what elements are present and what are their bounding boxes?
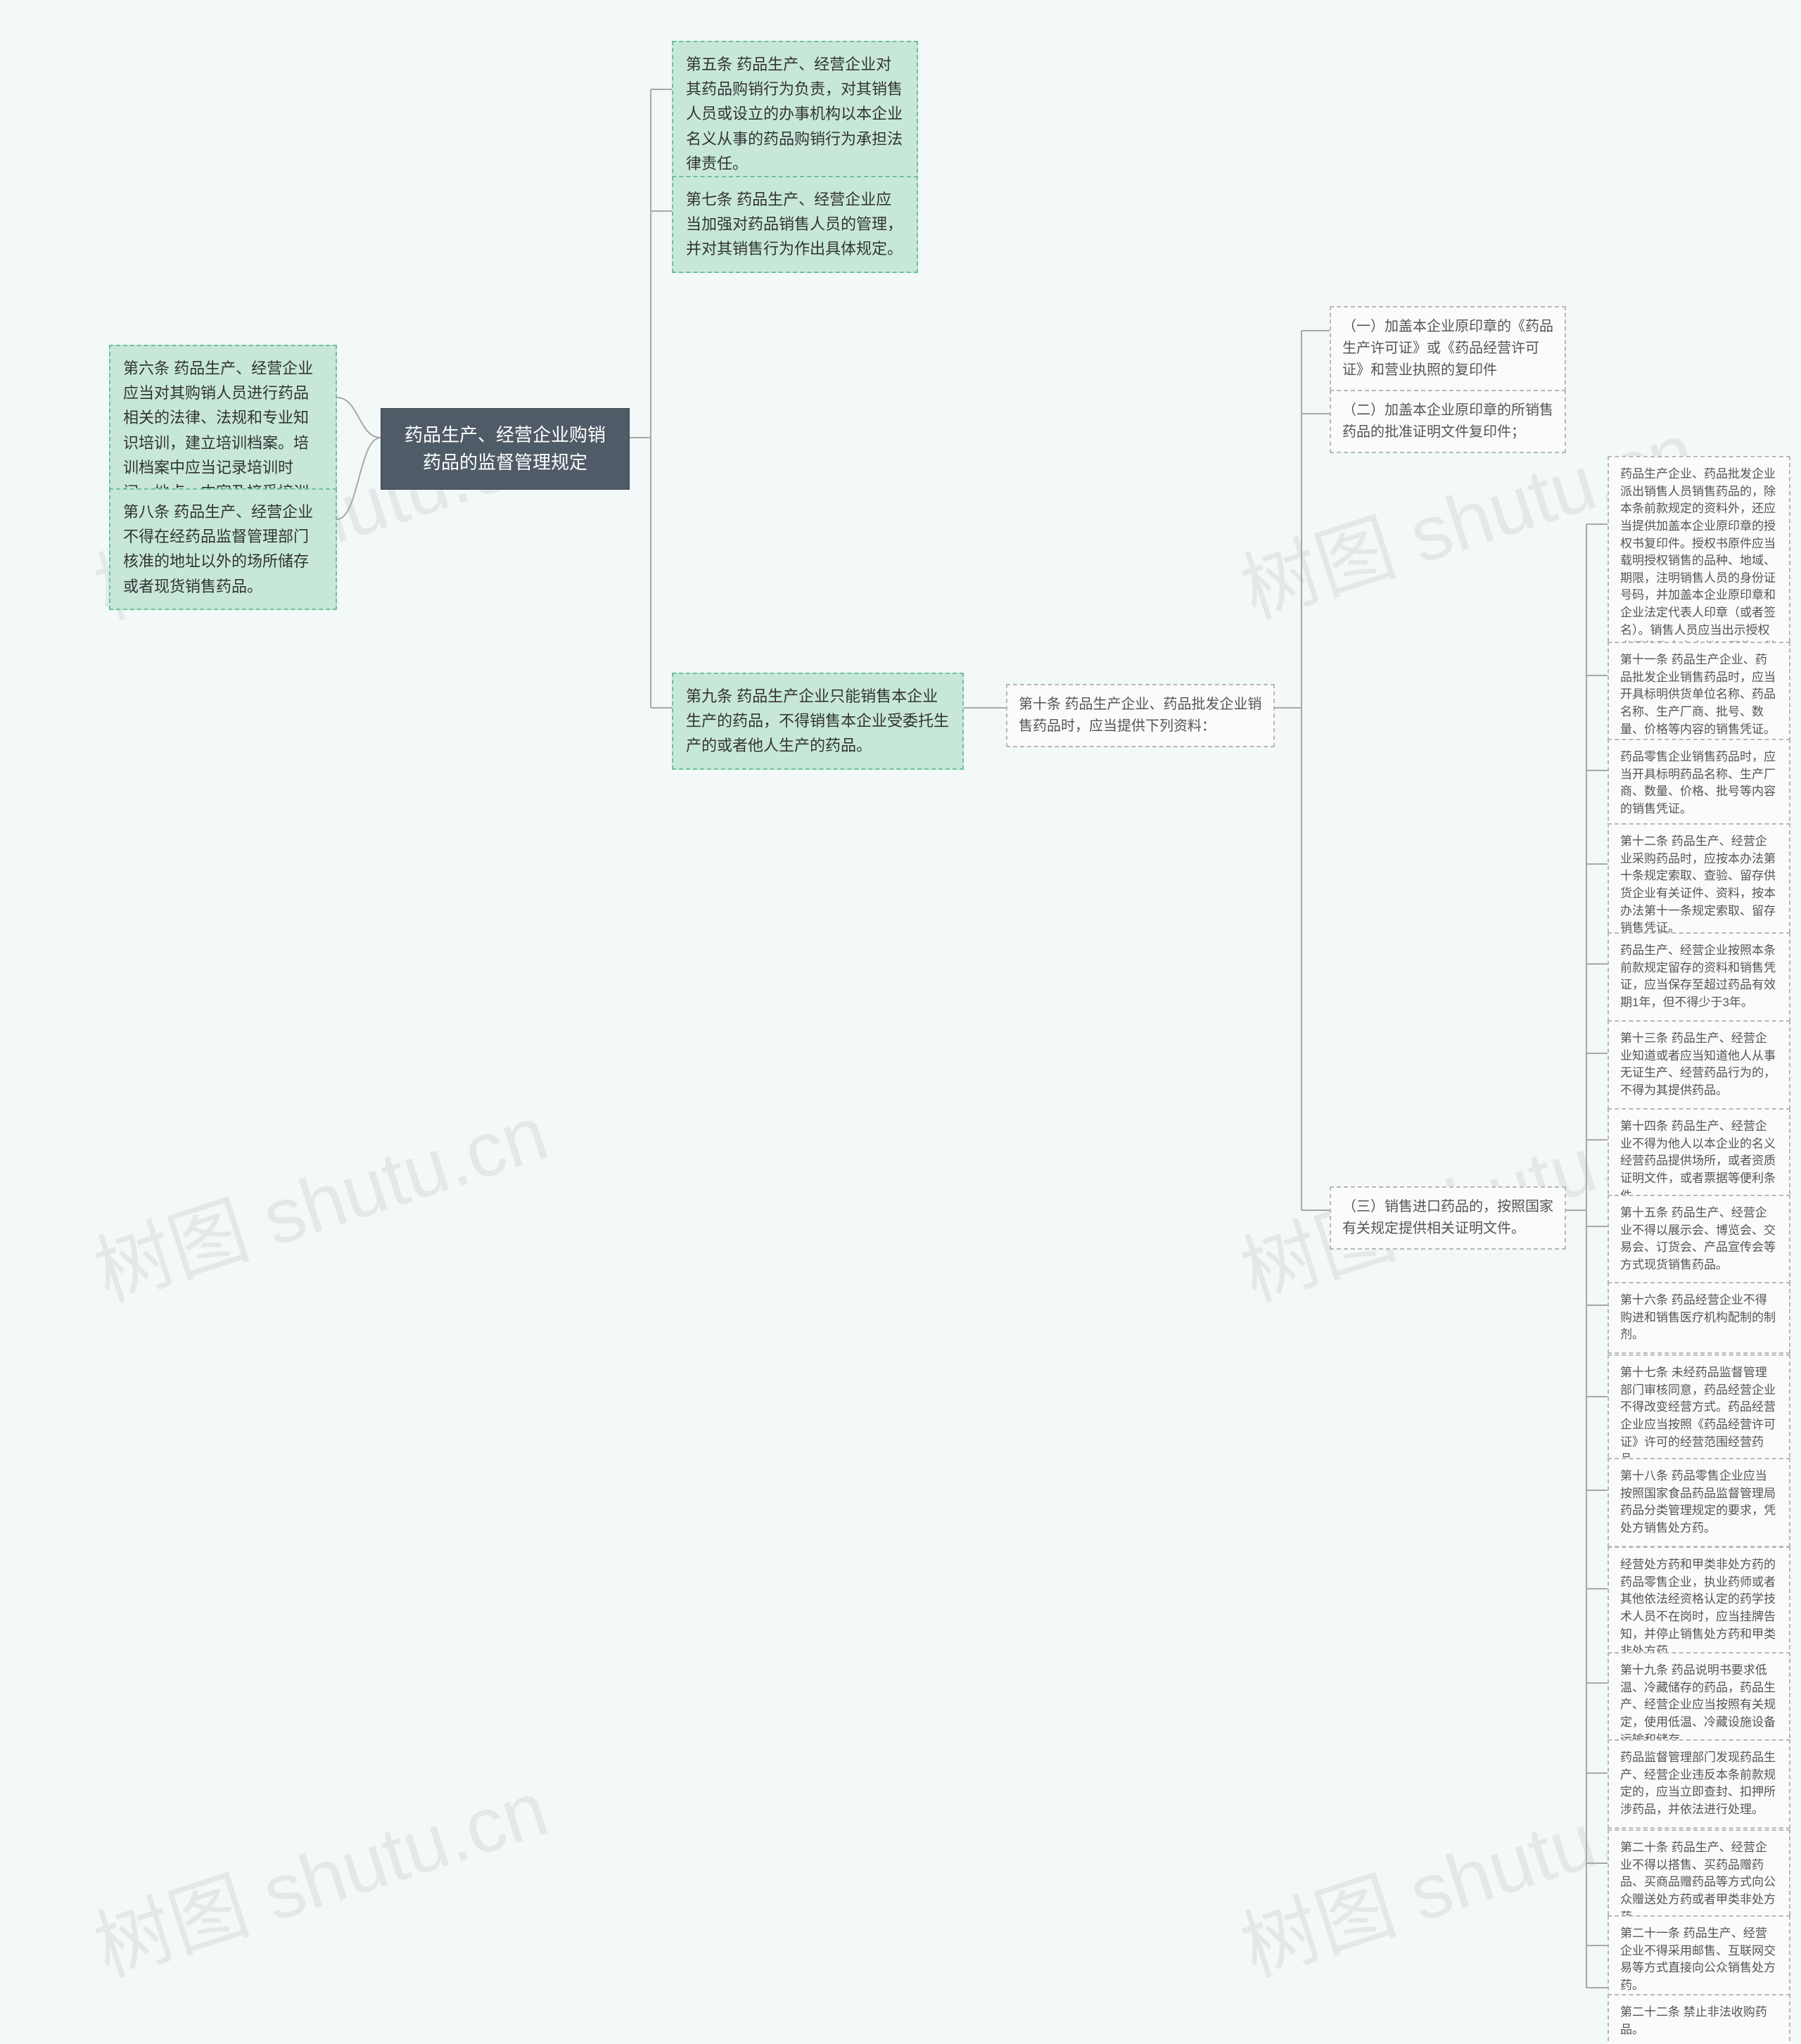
detail-article-18: 第十八条 药品零售企业应当按照国家食品药品监督管理局药品分类管理规定的要求，凭处… <box>1608 1458 1790 1547</box>
root-node: 药品生产、经营企业购销药品的监督管理规定 <box>381 408 630 490</box>
watermark: 树图 shutu.cn <box>79 1746 559 1998</box>
detail-article-12b: 药品生产、经营企业按照本条前款规定留存的资料和销售凭证，应当保存至超过药品有效期… <box>1608 932 1790 1022</box>
node-article-10: 第十条 药品生产企业、药品批发企业销售药品时，应当提供下列资料： <box>1006 684 1275 747</box>
detail-article-16: 第十六条 药品经营企业不得购进和销售医疗机构配制的制剂。 <box>1608 1282 1790 1354</box>
detail-retail-receipt: 药品零售企业销售药品时，应当开具标明药品名称、生产厂商、数量、价格、批号等内容的… <box>1608 739 1790 828</box>
node-article-7: 第七条 药品生产、经营企业应当加强对药品销售人员的管理，并对其销售行为作出具体规… <box>672 176 918 273</box>
node-article-5: 第五条 药品生产、经营企业对其药品购销行为负责，对其销售人员或设立的办事机构以本… <box>672 41 918 187</box>
detail-article-15: 第十五条 药品生产、经营企业不得以展示会、博览会、交易会、订货会、产品宣传会等方… <box>1608 1195 1790 1284</box>
node-10-sub-2: （二）加盖本企业原印章的所销售药品的批准证明文件复印件； <box>1330 390 1566 453</box>
detail-article-11: 第十一条 药品生产企业、药品批发企业销售药品时，应当开具标明供货单位名称、药品名… <box>1608 642 1790 748</box>
detail-article-13: 第十三条 药品生产、经营企业知道或者应当知道他人从事无证生产、经营药品行为的，不… <box>1608 1020 1790 1110</box>
node-article-8: 第八条 药品生产、经营企业不得在经药品监督管理部门核准的地址以外的场所储存或者现… <box>109 488 337 610</box>
detail-article-19b: 药品监督管理部门发现药品生产、经营企业违反本条前款规定的，应当立即查封、扣押所涉… <box>1608 1739 1790 1829</box>
detail-article-12: 第十二条 药品生产、经营企业采购药品时，应按本办法第十条规定索取、查验、留存供货… <box>1608 823 1790 947</box>
mindmap-canvas: 树图 shutu.cn 树图 shutu.cn 树图 shutu.cn 树图 s… <box>0 0 1801 2044</box>
detail-article-21: 第二十一条 药品生产、经营企业不得采用邮售、互联网交易等方式直接向公众销售处方药… <box>1608 1915 1790 2005</box>
node-10-sub-3: （三）销售进口药品的，按照国家有关规定提供相关证明文件。 <box>1330 1186 1566 1250</box>
node-10-sub-1: （一）加盖本企业原印章的《药品生产许可证》或《药品经营许可证》和营业执照的复印件 <box>1330 306 1566 391</box>
detail-article-22: 第二十二条 禁止非法收购药品。 <box>1608 1994 1790 2044</box>
node-article-9: 第九条 药品生产企业只能销售本企业生产的药品，不得销售本企业受委托生产的或者他人… <box>672 673 964 770</box>
watermark: 树图 shutu.cn <box>79 1070 559 1322</box>
